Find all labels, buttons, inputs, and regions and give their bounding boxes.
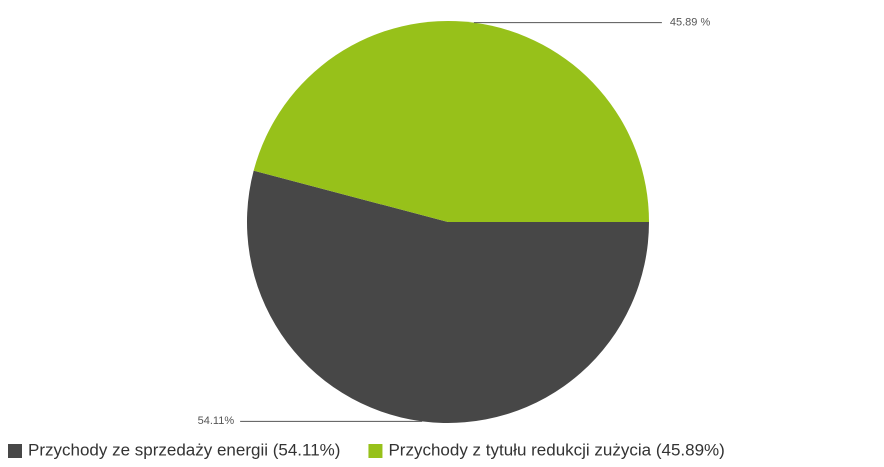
data-label: 54.11%	[198, 415, 235, 427]
legend-swatch	[8, 444, 22, 458]
legend-label: Przychody ze sprzedaży energii (54.11%)	[28, 440, 340, 459]
legend-swatch	[368, 444, 383, 458]
pie-slice	[246, 170, 649, 424]
data-label: 45.89 %	[670, 17, 711, 29]
legend-label: Przychody z tytułu redukcji zużycia (45.…	[388, 440, 724, 459]
pie-slice	[253, 21, 649, 223]
